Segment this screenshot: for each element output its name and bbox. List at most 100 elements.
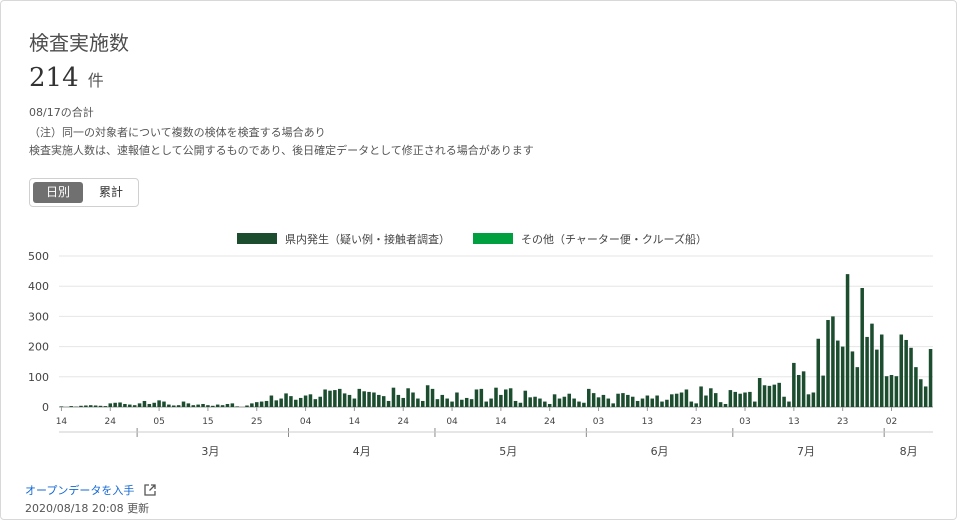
x-day-tick-label: 24 bbox=[544, 417, 556, 427]
bar bbox=[377, 395, 381, 407]
bar bbox=[572, 399, 576, 407]
bar bbox=[206, 405, 210, 407]
bar bbox=[201, 404, 205, 407]
x-day-tick-label: 25 bbox=[251, 417, 262, 427]
bar bbox=[192, 405, 196, 407]
bar bbox=[157, 400, 161, 407]
bar bbox=[597, 397, 601, 407]
date-note: 08/17の合計 bbox=[29, 104, 94, 120]
bar bbox=[763, 385, 767, 407]
x-month-label: 4月 bbox=[353, 445, 371, 458]
bar bbox=[431, 389, 435, 407]
x-day-tick-label: 14 bbox=[495, 417, 507, 427]
x-month-label: 7月 bbox=[797, 445, 815, 458]
bar bbox=[367, 392, 371, 407]
bar bbox=[196, 405, 200, 407]
bar bbox=[480, 389, 484, 407]
bar bbox=[362, 391, 366, 407]
bar bbox=[382, 396, 386, 407]
bar bbox=[582, 403, 586, 407]
bar bbox=[128, 405, 132, 407]
bar bbox=[470, 399, 474, 407]
x-day-tick-label: 03 bbox=[593, 417, 604, 427]
bar bbox=[79, 406, 83, 407]
y-tick-label: 400 bbox=[28, 280, 49, 293]
bar bbox=[543, 402, 547, 407]
x-day-tick-label: 02 bbox=[886, 417, 897, 427]
total-number: 214 bbox=[29, 63, 79, 93]
bar bbox=[338, 389, 342, 407]
bar bbox=[294, 400, 298, 407]
bar bbox=[851, 351, 855, 407]
x-day-tick-label: 23 bbox=[690, 417, 701, 427]
bar bbox=[152, 403, 156, 407]
toggle-cumulative-button[interactable]: 累計 bbox=[86, 182, 136, 203]
bar bbox=[250, 403, 254, 407]
toggle-daily-button[interactable]: 日別 bbox=[33, 182, 83, 203]
bar bbox=[797, 375, 801, 407]
bar bbox=[265, 401, 269, 407]
bar bbox=[504, 389, 508, 407]
bar bbox=[704, 396, 708, 407]
bar bbox=[489, 399, 493, 407]
bar bbox=[831, 316, 835, 407]
bar bbox=[524, 391, 528, 407]
bar bbox=[680, 393, 684, 408]
bar bbox=[924, 386, 928, 407]
open-data-link-label: オープンデータを入手 bbox=[25, 484, 134, 497]
total-unit: 件 bbox=[88, 71, 104, 90]
bar bbox=[626, 395, 630, 407]
bar bbox=[343, 393, 347, 407]
bar bbox=[216, 405, 220, 407]
bar bbox=[260, 402, 264, 407]
bar bbox=[636, 401, 640, 407]
bar bbox=[445, 399, 449, 407]
bar bbox=[411, 393, 415, 408]
bar bbox=[611, 403, 615, 407]
bar bbox=[660, 402, 664, 407]
bar bbox=[494, 388, 498, 407]
bar bbox=[162, 402, 166, 407]
x-day-tick-label: 03 bbox=[739, 417, 750, 427]
y-tick-label: 200 bbox=[28, 341, 49, 354]
open-data-link[interactable]: オープンデータを入手 bbox=[25, 482, 156, 499]
bar bbox=[714, 393, 718, 407]
bar bbox=[777, 383, 781, 407]
bar bbox=[607, 399, 611, 407]
bar bbox=[104, 406, 108, 407]
bar bbox=[577, 402, 581, 407]
bar bbox=[548, 404, 552, 407]
bar bbox=[89, 405, 93, 407]
x-day-tick-label: 15 bbox=[202, 417, 213, 427]
bar bbox=[177, 405, 181, 407]
x-day-tick-label: 24 bbox=[398, 417, 410, 427]
last-updated: 2020/08/18 20:08 更新 bbox=[25, 500, 149, 516]
bar bbox=[914, 367, 918, 407]
legend-swatch-domestic bbox=[237, 233, 277, 244]
bar bbox=[685, 389, 689, 407]
bar bbox=[509, 388, 513, 407]
bar bbox=[880, 335, 884, 407]
bar bbox=[397, 395, 401, 407]
bar bbox=[123, 404, 127, 407]
bar bbox=[890, 375, 894, 407]
bar bbox=[226, 404, 230, 407]
bar bbox=[860, 288, 864, 407]
bar bbox=[743, 393, 747, 408]
bar bbox=[870, 324, 874, 407]
bar bbox=[514, 401, 518, 407]
bar bbox=[231, 403, 235, 407]
bar bbox=[885, 376, 889, 407]
bar bbox=[475, 389, 479, 407]
bar bbox=[187, 403, 191, 407]
bar bbox=[812, 393, 816, 408]
x-day-tick-label: 14 bbox=[349, 417, 361, 427]
bar bbox=[84, 405, 88, 407]
y-tick-label: 500 bbox=[28, 250, 49, 263]
bar bbox=[792, 363, 796, 407]
bar bbox=[348, 395, 352, 407]
bar bbox=[318, 397, 322, 407]
bar bbox=[836, 341, 840, 407]
bar bbox=[592, 393, 596, 407]
bar bbox=[733, 392, 737, 407]
